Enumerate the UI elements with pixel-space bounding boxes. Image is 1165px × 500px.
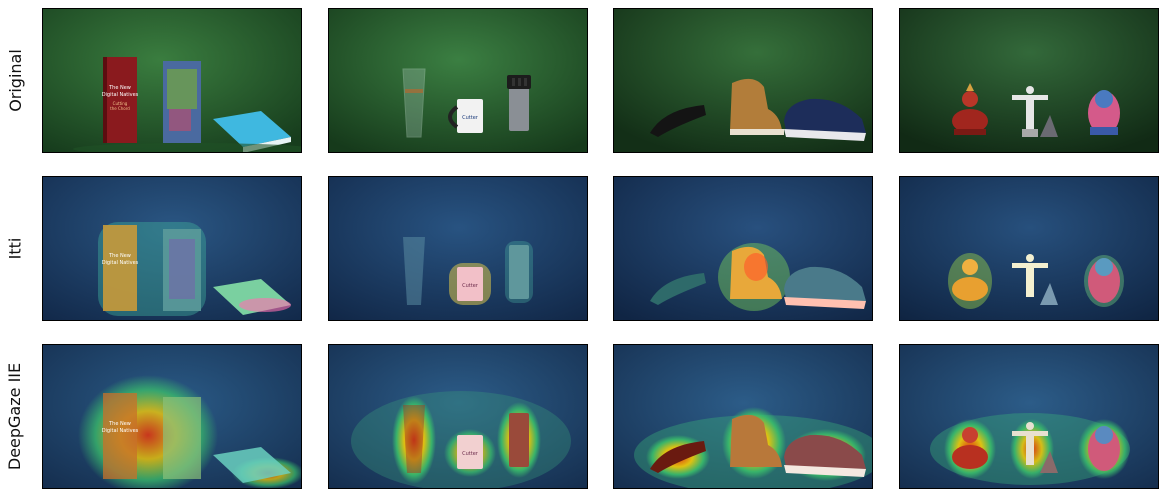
- row-label-itti: Itti: [5, 237, 25, 260]
- panel-deepgaze-shoes: [613, 344, 873, 489]
- ganesha-statue: [1088, 90, 1120, 135]
- christ-statue: [1012, 86, 1058, 137]
- panel-itti-books: The New Digital Natives: [42, 176, 302, 321]
- svg-text:The New: The New: [108, 421, 131, 427]
- svg-text:Cutter: Cutter: [462, 451, 479, 457]
- panel-deepgaze-cups: Cutter: [328, 344, 588, 489]
- panel-itti-cups: Cutter: [328, 176, 588, 321]
- svg-text:the Chord: the Chord: [110, 106, 130, 111]
- mug: Cutter: [448, 99, 483, 133]
- panel-deepgaze-statues: [899, 344, 1159, 489]
- panel-deepgaze-books: The New Digital Natives: [42, 344, 302, 489]
- glass: [402, 68, 426, 138]
- slide-sandal: [650, 105, 706, 137]
- blue-book: [163, 61, 201, 143]
- buddha-statue: [952, 83, 988, 135]
- panel-original-shoes: [613, 8, 873, 153]
- panel-original-cups: Cutter: [328, 8, 588, 153]
- svg-text:Digital Natives: Digital Natives: [102, 428, 139, 434]
- row-label-deepgaze: DeepGaze IIE: [5, 362, 25, 471]
- svg-text:Cutter: Cutter: [462, 115, 479, 121]
- red-book: The New Digital Natives Cutting the Chor…: [102, 57, 139, 143]
- svg-text:Digital Natives: Digital Natives: [102, 260, 139, 266]
- svg-text:The New: The New: [108, 85, 131, 91]
- svg-text:The New: The New: [108, 253, 131, 259]
- boot: [730, 78, 784, 135]
- svg-text:Cutting: Cutting: [113, 101, 128, 106]
- panel-original-books: The New Digital Natives Cutting the Chor…: [42, 8, 302, 153]
- svg-text:Digital Natives: Digital Natives: [102, 92, 139, 98]
- tumbler: [507, 75, 531, 131]
- row-label-original: Original: [5, 49, 25, 112]
- panel-original-statues: [899, 8, 1159, 153]
- panel-itti-statues: [899, 176, 1159, 321]
- panel-itti-shoes: [613, 176, 873, 321]
- svg-text:Cutter: Cutter: [462, 283, 479, 289]
- sneaker: [784, 98, 866, 141]
